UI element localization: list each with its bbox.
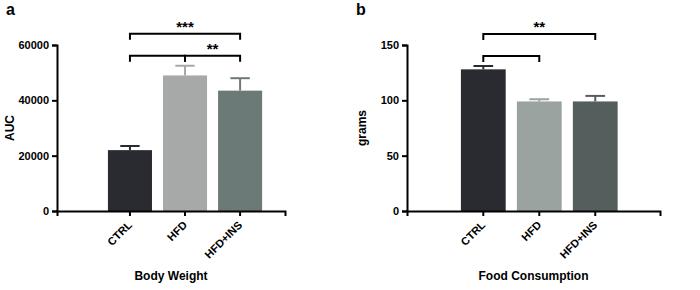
panel-label: a [6, 1, 15, 18]
tick-mark [594, 211, 596, 216]
error-bar [585, 96, 605, 102]
tick-label: 0 [393, 205, 399, 217]
tick: HFD [165, 211, 190, 243]
bracket [130, 56, 185, 62]
annotation-label: *** [176, 18, 194, 35]
annotation-label: ** [533, 18, 545, 35]
panel: 0200004000060000CTRLHFDHFD+INS*****aAUCB… [3, 1, 286, 283]
tick-label: CTRL [458, 218, 487, 247]
bar [573, 101, 618, 211]
error-bar [175, 66, 194, 76]
tick: 0 [43, 205, 57, 217]
bracket [483, 56, 539, 62]
bar [163, 75, 207, 211]
axis-line [58, 212, 286, 217]
error-bar [120, 146, 139, 150]
tick-mark [52, 100, 57, 102]
tick-mark [402, 45, 407, 47]
axis-line [52, 46, 58, 212]
error-bar [529, 99, 549, 101]
axis-line [402, 46, 408, 212]
tick-mark [538, 211, 540, 216]
error-cap [473, 65, 493, 67]
tick: HFD+INS [202, 211, 244, 261]
tick-mark [129, 211, 131, 216]
tick: CTRL [105, 211, 134, 248]
tick-label: 60000 [18, 39, 49, 51]
error-stem [239, 78, 241, 90]
tick-label: 0 [43, 205, 49, 217]
error-cap [585, 95, 605, 97]
error-cap [175, 65, 194, 67]
tick-mark [184, 211, 186, 216]
error-bar [230, 78, 249, 90]
y-axis: 0 20000 40000 60000 [18, 39, 57, 217]
tick: HFD+INS [557, 211, 599, 261]
error-cap [529, 98, 549, 100]
tick-mark [52, 211, 57, 213]
tick: 20000 [18, 150, 57, 162]
tick-mark [52, 155, 57, 157]
figure: 0200004000060000CTRLHFDHFD+INS*****aAUCB… [0, 0, 700, 290]
tick-label: CTRL [105, 218, 134, 247]
y-axis-title: AUC [3, 115, 17, 141]
x-axis-title: Body Weight [134, 269, 207, 283]
tick-label: HFD+INS [202, 219, 244, 261]
tick: 40000 [18, 94, 57, 106]
error-cap [230, 77, 249, 79]
tick: 60000 [18, 39, 57, 51]
tick-label: HFD [519, 219, 544, 244]
tick-label: 20000 [18, 150, 49, 162]
tick-label: HFD [165, 219, 190, 244]
tick-label: 150 [381, 39, 399, 51]
error-cap [120, 145, 139, 147]
tick-label: 100 [381, 94, 399, 106]
tick-mark [402, 100, 407, 102]
tick: CTRL [458, 211, 487, 248]
bar [461, 69, 506, 211]
plot-area [461, 66, 618, 211]
annotation-label: ** [207, 40, 219, 57]
axis-line [408, 212, 661, 217]
y-axis: 0 50 100 150 [381, 39, 408, 217]
tick-mark [239, 211, 241, 216]
tick: 100 [381, 94, 407, 106]
panel: 0 50 100 150 CTRL HFD HFD+INS ** b grams Food Cons… [355, 1, 661, 283]
tick-label: 40000 [18, 94, 49, 106]
tick-mark [482, 211, 484, 216]
bar [517, 101, 562, 211]
x-axis: CTRL HFD HFD+INS [58, 211, 286, 261]
tick-mark [52, 45, 57, 47]
tick: HFD [519, 211, 544, 243]
tick-label: 50 [387, 150, 399, 162]
bar [108, 150, 152, 211]
tick: 50 [387, 150, 407, 162]
plot-area [108, 66, 262, 211]
bar [218, 91, 262, 211]
y-axis-title: grams [355, 110, 369, 146]
tick: 150 [381, 39, 407, 51]
x-axis: CTRL HFD HFD+INS [408, 211, 661, 261]
panel-label: b [356, 1, 366, 18]
error-stem [184, 66, 186, 76]
error-bar [473, 66, 493, 69]
tick: 0 [393, 205, 407, 217]
tick-mark [402, 155, 407, 157]
x-axis-title: Food Consumption [479, 269, 589, 283]
tick-label: HFD+INS [557, 219, 599, 261]
tick-mark [402, 211, 407, 213]
